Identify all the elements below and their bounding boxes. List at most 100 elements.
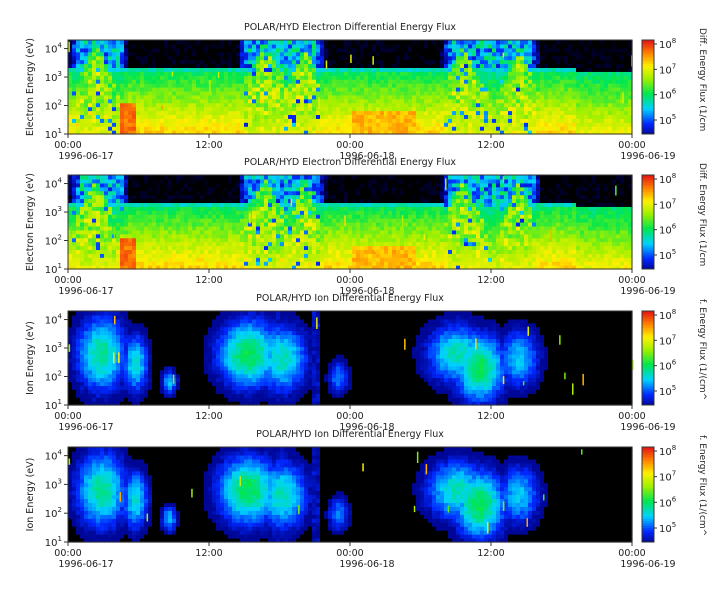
heatmap-cell	[172, 210, 177, 215]
heatmap-cell	[360, 59, 365, 65]
heatmap-cell	[156, 79, 161, 84]
heatmap-cell	[108, 122, 113, 127]
colorbar-tick-label: 107	[659, 62, 676, 76]
heatmap-cell	[168, 126, 173, 131]
heatmap-cell	[312, 83, 317, 88]
heatmap-cell	[488, 106, 493, 112]
heatmap-cell	[288, 75, 293, 80]
heatmap-cell	[320, 261, 325, 266]
heatmap-cell	[356, 110, 361, 116]
heatmap-cell	[320, 245, 325, 251]
heatmap-cell	[200, 110, 205, 116]
heatmap-cell	[296, 43, 301, 49]
heatmap-cell	[456, 126, 461, 131]
heatmap-cell	[408, 63, 413, 69]
heatmap-cell	[412, 122, 417, 127]
heatmap-cell	[216, 83, 221, 88]
heatmap-cell	[204, 182, 209, 188]
heatmap-cell	[328, 59, 333, 65]
heatmap-cell	[296, 106, 301, 112]
heatmap-cell	[504, 114, 509, 119]
heatmap-cell	[484, 98, 489, 104]
heatmap-cell	[300, 94, 305, 100]
heatmap-cell	[540, 106, 545, 112]
heatmap-cell	[280, 206, 285, 211]
heatmap-cell	[508, 79, 513, 84]
heatmap-cell	[472, 63, 477, 69]
heatmap-cell	[580, 94, 585, 100]
heatmap-cell	[128, 59, 133, 65]
heatmap-cell	[372, 51, 377, 57]
heatmap-cell	[232, 106, 237, 112]
heatmap-cell	[592, 87, 597, 92]
heatmap-cell	[316, 257, 321, 262]
heatmap-cell	[216, 194, 221, 200]
heatmap-cell	[104, 249, 109, 254]
heatmap-cell	[356, 130, 361, 135]
heatmap-cell	[264, 202, 269, 207]
heatmap-cell	[224, 83, 229, 88]
heatmap-cell	[212, 241, 217, 247]
heatmap-cell	[372, 102, 377, 108]
heatmap-cell	[144, 202, 149, 207]
heatmap-cell	[188, 126, 193, 131]
heatmap-cell	[116, 210, 121, 215]
heatmap-cell	[268, 51, 273, 57]
heatmap-cell	[124, 90, 129, 96]
heatmap-cell	[528, 63, 533, 69]
heatmap-cell	[436, 94, 441, 100]
heatmap-cell	[88, 118, 93, 123]
heatmap-cell	[148, 114, 153, 119]
heatmap-cell	[444, 43, 449, 49]
heatmap-cell	[208, 98, 213, 104]
heatmap-cell	[512, 94, 517, 100]
heatmap-cell	[168, 222, 173, 227]
heatmap-cell	[480, 79, 485, 84]
heatmap-cell	[200, 218, 205, 223]
heatmap-cell	[344, 94, 349, 100]
heatmap-cell	[136, 198, 141, 204]
heatmap-cell	[280, 265, 285, 270]
heatmap-cell	[524, 40, 529, 45]
heatmap-cell	[124, 237, 129, 243]
heatmap-cell	[340, 90, 345, 96]
heatmap-cell	[308, 225, 313, 231]
heatmap-cell	[260, 222, 265, 227]
heatmap-cell	[620, 43, 625, 49]
heatmap-cell	[136, 257, 141, 262]
heatmap-cell	[552, 83, 557, 88]
heatmap-cell	[596, 94, 601, 100]
heatmap-cell	[272, 83, 277, 88]
heatmap-cell	[628, 63, 633, 69]
heatmap-cell	[348, 63, 353, 69]
heatmap-cell	[300, 202, 305, 207]
heatmap-cell	[264, 222, 269, 227]
heatmap-cell	[496, 114, 501, 119]
heatmap-cell	[460, 67, 465, 72]
heatmap-cell	[304, 106, 309, 112]
data-streak	[622, 92, 624, 104]
heatmap-cell	[600, 55, 605, 61]
heatmap-cell	[184, 265, 189, 270]
heatmap-cell	[176, 67, 181, 72]
heatmap-cell	[544, 67, 549, 72]
heatmap-cell	[76, 51, 81, 57]
heatmap-cell	[276, 210, 281, 215]
heatmap-cell	[304, 63, 309, 69]
colorbar-segment	[642, 63, 654, 67]
heatmap-cell	[560, 51, 565, 57]
heatmap-cell	[532, 110, 537, 116]
heatmap-cell	[188, 225, 193, 231]
heatmap-cell	[536, 130, 541, 135]
heatmap-cell	[136, 118, 141, 123]
heatmap-cell	[396, 40, 401, 45]
heatmap-cell	[252, 237, 257, 243]
heatmap-cell	[316, 182, 321, 188]
heatmap-cell	[228, 182, 233, 188]
heatmap-cell	[136, 102, 141, 108]
heatmap-cell	[444, 87, 449, 92]
heatmap-cell	[520, 83, 525, 88]
heatmap-cell	[292, 83, 297, 88]
heatmap-cell	[556, 75, 561, 80]
heatmap-cell	[244, 241, 249, 247]
